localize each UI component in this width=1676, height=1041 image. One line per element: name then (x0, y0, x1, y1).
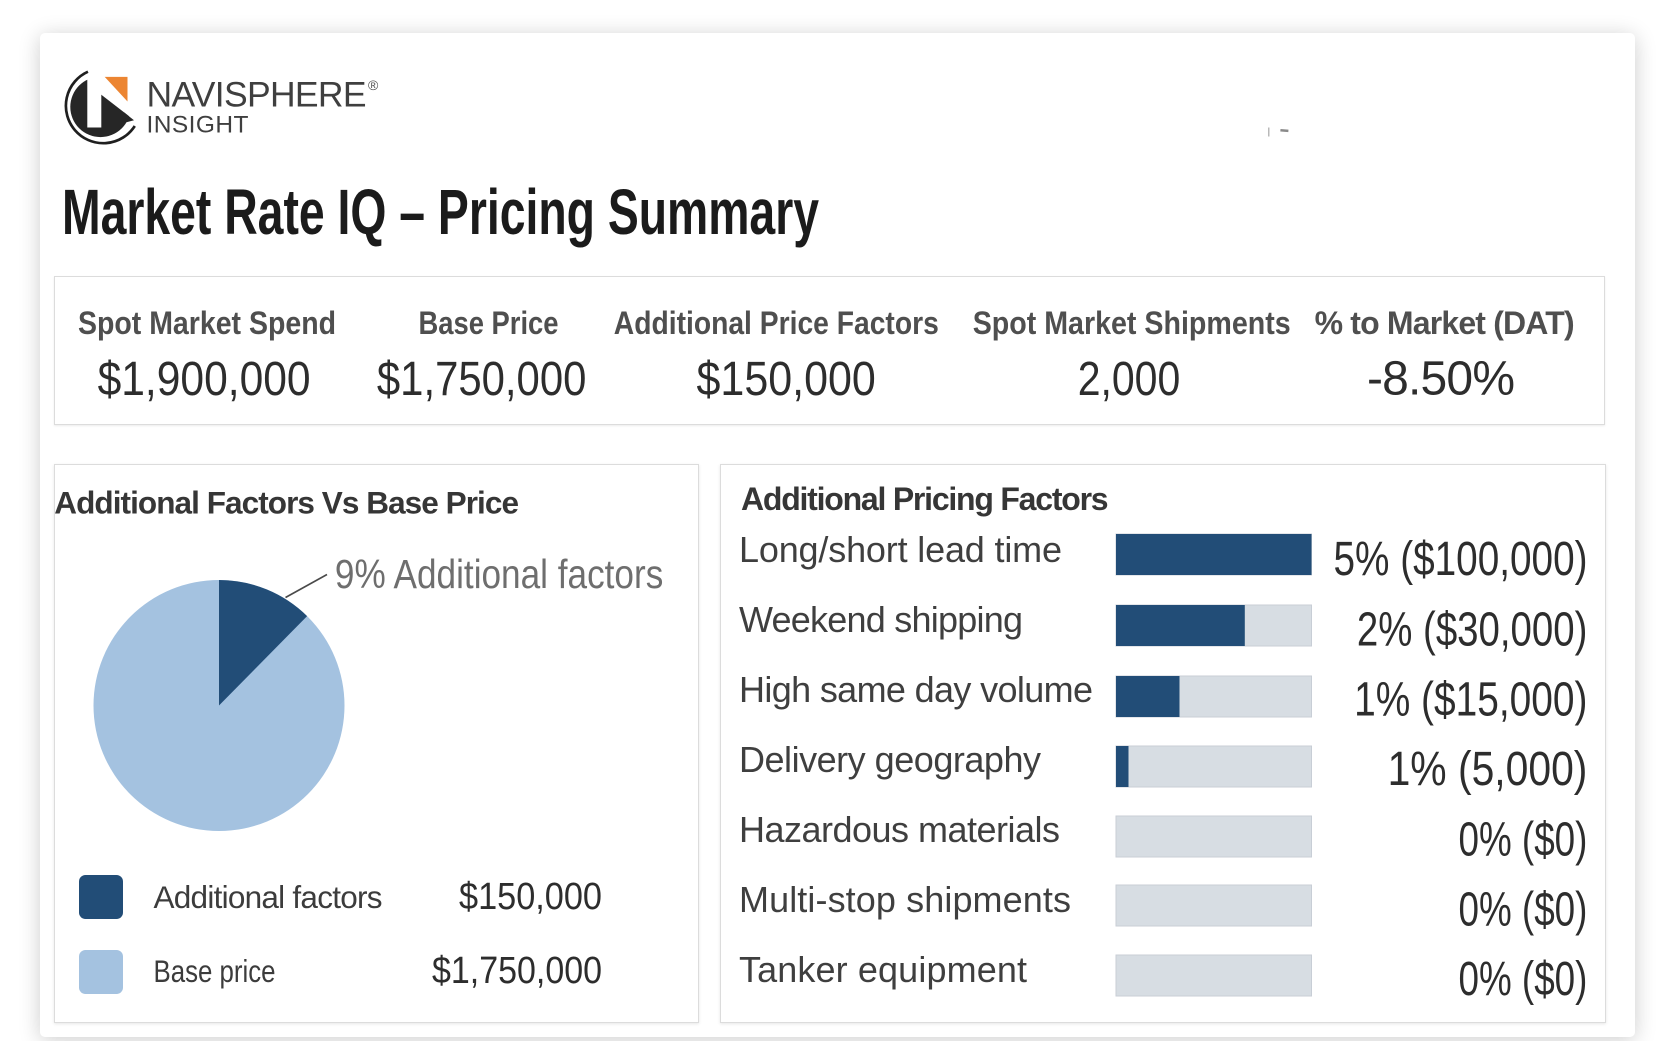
svg-text:0% ($0): 0% ($0) (1459, 814, 1588, 867)
svg-text:NAVISPHERE: NAVISPHERE (147, 75, 367, 115)
svg-text:% to Market (DAT): % to Market (DAT) (1315, 305, 1575, 341)
svg-text:$150,000: $150,000 (697, 353, 876, 406)
svg-text:1% ($15,000): 1% ($15,000) (1354, 674, 1587, 727)
svg-text:0% ($0): 0% ($0) (1459, 953, 1588, 1006)
svg-text:Weekend shipping: Weekend shipping (739, 599, 1023, 640)
svg-text:Tanker equipment: Tanker equipment (739, 949, 1027, 990)
svg-text:High same day volume: High same day volume (739, 669, 1093, 710)
svg-text:Additional Factors Vs Base Pri: Additional Factors Vs Base Price (54, 484, 519, 520)
svg-text:Hazardous materials: Hazardous materials (739, 809, 1060, 850)
svg-text:Delivery geography: Delivery geography (739, 739, 1041, 780)
svg-text:0% ($0): 0% ($0) (1459, 884, 1588, 937)
svg-text:$1,750,000: $1,750,000 (377, 353, 587, 406)
svg-text:Base Price: Base Price (419, 305, 559, 341)
svg-text:Long/short lead time: Long/short lead time (739, 529, 1062, 570)
svg-text:$1,750,000: $1,750,000 (432, 950, 602, 992)
svg-text:Spot Market Spend: Spot Market Spend (78, 305, 336, 341)
svg-text:Additional factors: Additional factors (154, 879, 383, 915)
svg-text:$150,000: $150,000 (459, 876, 602, 918)
svg-text:Base price: Base price (154, 953, 276, 989)
svg-text:9% Additional factors: 9% Additional factors (335, 551, 663, 597)
svg-text:-8.50%: -8.50% (1367, 352, 1515, 405)
svg-text:INSIGHT: INSIGHT (147, 112, 249, 139)
svg-text:Multi-stop shipments: Multi-stop shipments (739, 879, 1071, 920)
svg-text:2% ($30,000): 2% ($30,000) (1357, 604, 1588, 657)
svg-text:Additional Pricing Factors: Additional Pricing Factors (741, 481, 1109, 517)
svg-text:1% (5,000): 1% (5,000) (1388, 743, 1588, 796)
svg-text:2,000: 2,000 (1078, 353, 1181, 406)
svg-text:Additional Price Factors: Additional Price Factors (614, 305, 939, 341)
svg-text:5% ($100,000): 5% ($100,000) (1334, 533, 1588, 586)
svg-text:$1,900,000: $1,900,000 (98, 353, 311, 406)
svg-text:Spot Market Shipments: Spot Market Shipments (973, 305, 1291, 341)
svg-text:Market Rate IQ – Pricing Summa: Market Rate IQ – Pricing Summary (62, 176, 819, 248)
svg-text:®: ® (368, 77, 379, 93)
